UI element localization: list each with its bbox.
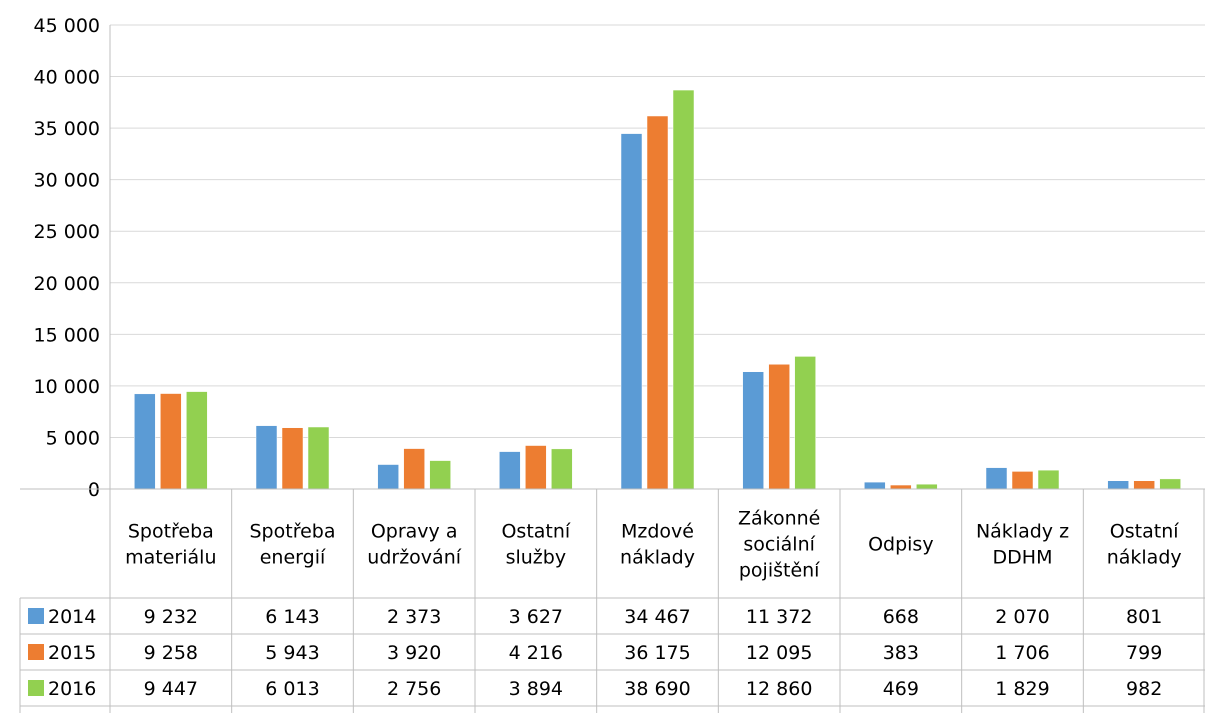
bar-2016 [429,460,451,490]
table-cell-2016: 2 756 [387,678,441,700]
bar-2016 [551,448,573,490]
category-label: Opravy a [371,521,458,543]
bar-2016 [1037,469,1060,490]
table-cell-2015: 9 258 [144,642,198,664]
legend-key-2015 [28,644,44,660]
table-cell-2014: 3 627 [509,606,563,628]
category-label: služby [506,547,567,569]
table-cell-2016: 12 860 [746,678,812,700]
y-tick-label: 0 [88,479,100,501]
table-cell-2014: 6 143 [265,606,319,628]
category-label: energií [260,547,326,569]
category-label: Ostatní [501,521,570,543]
category-label: sociální [743,534,815,556]
category-label: náklady [1107,547,1182,569]
table-cell-2016: 3 894 [509,678,563,700]
category-label: DDHM [993,547,1053,569]
table-cell-2015: 12 095 [746,642,812,664]
bar-2016 [307,426,330,490]
category-label: Spotřeba [128,521,214,543]
table-cell-2016: 6 013 [265,678,319,700]
bar-2015 [890,484,912,490]
bar-2015 [403,448,425,490]
table-cell-2015: 4 216 [509,642,563,664]
legend-label-2015: 2015 [48,642,96,664]
category-label: Odpisy [868,534,934,556]
table-cell-2016: 9 447 [144,678,198,700]
table-cell-2014: 9 232 [144,606,198,628]
legend-label-2016: 2016 [48,678,96,700]
bar-2016 [672,89,695,490]
table-cell-2016: 469 [883,678,919,700]
bar-2015 [525,445,547,490]
category-label: Spotřeba [250,521,336,543]
category-label: Zákonné [738,508,820,530]
table-cell-2014: 2 373 [387,606,441,628]
table-cell-2014: 34 467 [624,606,690,628]
table-cell-2014: 11 372 [746,606,812,628]
bar-2015 [281,427,304,490]
category-label: pojištění [739,560,820,582]
bar-2015 [768,364,790,490]
category-label: udržování [367,547,461,569]
bar-2014 [620,133,643,490]
y-tick-label: 40 000 [34,67,100,89]
y-tick-label: 20 000 [34,273,100,295]
table-cell-2014: 2 070 [995,606,1049,628]
y-tick-label: 35 000 [34,118,100,140]
y-tick-label: 45 000 [34,15,100,37]
bar-2014 [742,371,764,490]
y-tick-label: 5 000 [46,427,100,449]
bar-2014 [985,467,1008,490]
table-cell-2015: 3 920 [387,642,441,664]
bar-2015 [646,115,669,490]
table-cell-2016: 1 829 [995,678,1049,700]
bar-2016 [1159,478,1181,490]
bar-2014 [1107,480,1129,490]
category-label: náklady [620,547,695,569]
bar-2015 [1133,480,1155,490]
category-label: Náklady z [976,521,1069,543]
table-cell-2015: 1 706 [995,642,1049,664]
legend-label-2014: 2014 [48,606,96,628]
bar-2014 [255,425,278,490]
y-tick-label: 30 000 [34,170,100,192]
table-cell-2014: 668 [883,606,919,628]
category-label: materiálu [125,547,216,569]
legend-key-2014 [28,608,44,624]
bar-2014 [377,464,399,490]
bar-2016 [794,356,816,490]
bar-2015 [1011,471,1034,490]
category-label: Ostatní [1110,521,1179,543]
y-tick-label: 10 000 [34,376,100,398]
y-tick-label: 15 000 [34,324,100,346]
bar-2014 [499,451,521,490]
table-cell-2014: 801 [1126,606,1162,628]
bar-2016 [916,483,938,490]
table-cell-2015: 383 [883,642,919,664]
bar-2014 [134,393,156,490]
table-cell-2016: 982 [1126,678,1162,700]
table-cell-2015: 799 [1126,642,1162,664]
y-tick-label: 25 000 [34,221,100,243]
table-cell-2015: 36 175 [624,642,690,664]
bar-2014 [864,481,886,490]
category-label: Mzdové [621,521,694,543]
table-cell-2015: 5 943 [265,642,319,664]
legend-key-2016 [28,680,44,696]
bar-2015 [160,393,182,490]
bar-2016 [186,391,208,490]
table-cell-2016: 38 690 [624,678,690,700]
